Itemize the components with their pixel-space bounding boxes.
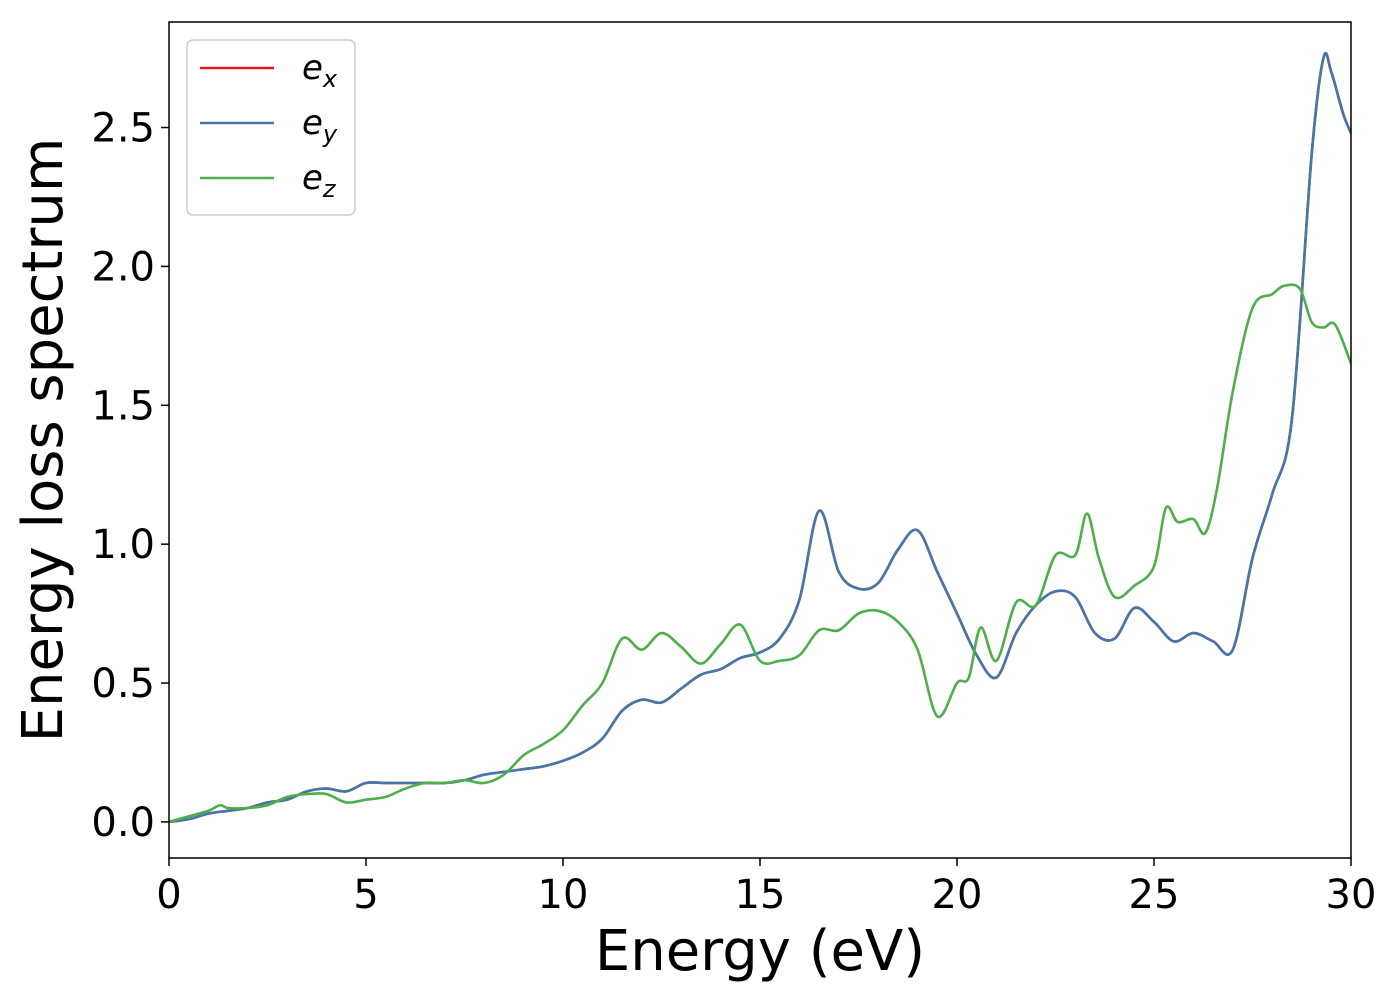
x-tick-label: 30 <box>1326 872 1377 918</box>
y-tick-label: 2.5 <box>91 106 155 152</box>
y-tick-label: 1.0 <box>91 522 155 568</box>
y-axis-title: Energy loss spectrum <box>11 138 76 743</box>
y-tick-label: 2.0 <box>91 244 155 290</box>
x-tick-label: 0 <box>156 872 181 918</box>
series-layer <box>169 51 1351 824</box>
x-tick-label: 20 <box>932 872 983 918</box>
x-axis: 0 5 10 15 20 25 30 <box>156 858 1376 918</box>
legend-label-x: ex <box>302 48 338 93</box>
legend-label-z: ez <box>302 158 337 203</box>
x-tick-label: 10 <box>538 872 589 918</box>
y-tick-label: 1.5 <box>91 383 155 429</box>
legend-label-y: ey <box>302 103 338 148</box>
legend-box <box>186 39 356 216</box>
x-tick-label: 15 <box>735 872 786 918</box>
x-axis-title: Energy (eV) <box>595 919 925 984</box>
x-tick-label: 5 <box>353 872 378 918</box>
y-tick-label: 0.5 <box>91 661 155 707</box>
y-axis: 0.0 0.5 1.0 1.5 2.0 2.5 <box>91 106 169 846</box>
x-tick-label: 25 <box>1129 872 1180 918</box>
series-line-y <box>169 51 1351 824</box>
legend: ex ey ez <box>186 39 356 216</box>
series-line-z <box>169 283 1351 824</box>
y-tick-label: 0.0 <box>91 800 155 846</box>
